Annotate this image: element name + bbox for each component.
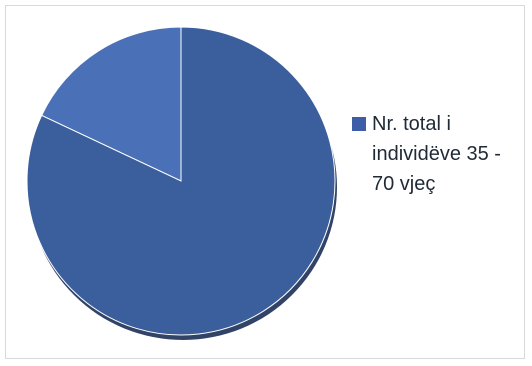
- pie-slice-1: [26, 26, 336, 336]
- pie-chart: [26, 26, 337, 340]
- pie-slice-0: [40, 26, 182, 182]
- legend-label: Nr. total i individëve 35 - 70 vjeç: [372, 113, 501, 195]
- legend-swatch: [352, 117, 366, 131]
- legend: Nr. total i individëve 35 - 70 vjeç: [352, 109, 522, 199]
- chart-area: Nr. total i individëve 35 - 70 vjeç: [5, 5, 525, 359]
